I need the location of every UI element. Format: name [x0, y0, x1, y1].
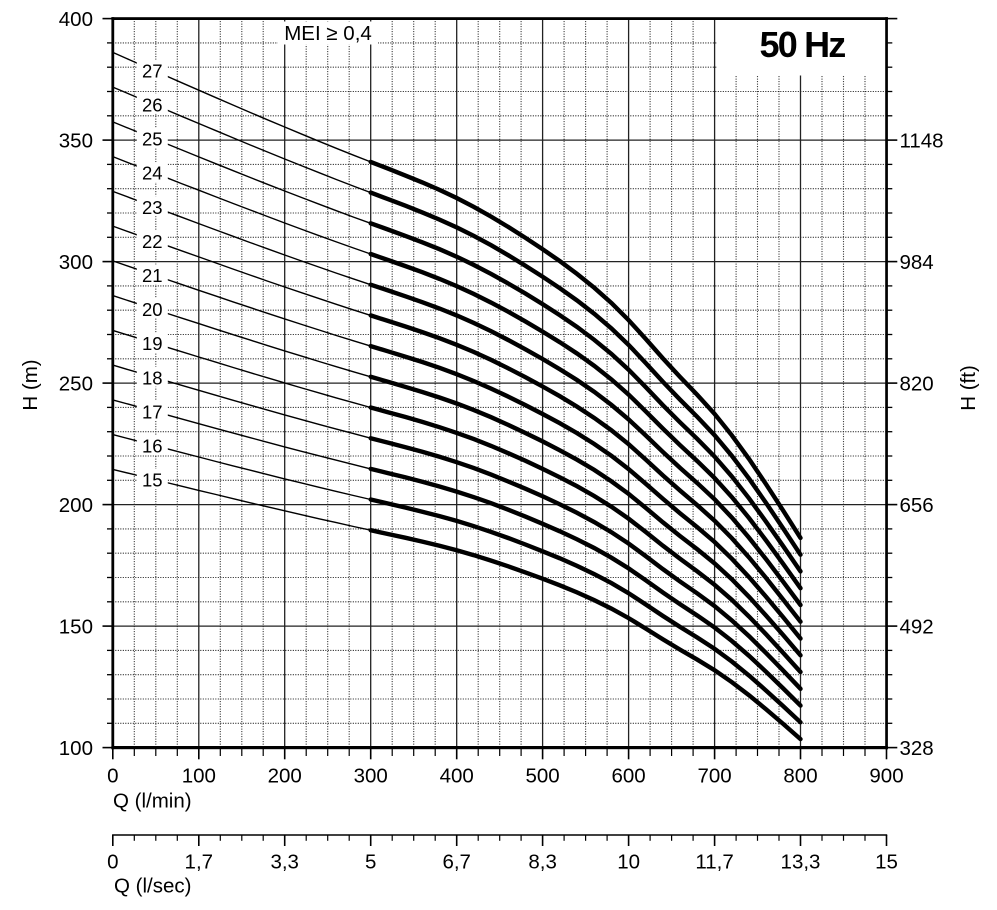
svg-text:15: 15 [142, 470, 163, 491]
svg-text:25: 25 [142, 129, 163, 150]
svg-text:984: 984 [900, 251, 934, 274]
svg-text:27: 27 [142, 60, 163, 81]
svg-text:900: 900 [869, 764, 903, 787]
svg-text:800: 800 [783, 764, 817, 787]
svg-text:16: 16 [142, 436, 163, 457]
svg-text:50 Hz: 50 Hz [759, 24, 845, 65]
svg-text:200: 200 [59, 494, 93, 517]
svg-text:820: 820 [900, 372, 934, 395]
svg-text:19: 19 [142, 333, 163, 354]
svg-text:500: 500 [525, 764, 559, 787]
svg-text:0: 0 [107, 764, 118, 787]
svg-text:Q (l/min): Q (l/min) [113, 790, 192, 813]
svg-text:H (ft): H (ft) [957, 365, 980, 411]
svg-text:24: 24 [142, 163, 163, 184]
svg-text:400: 400 [440, 764, 474, 787]
svg-text:23: 23 [142, 197, 163, 218]
svg-text:11,7: 11,7 [695, 850, 733, 873]
svg-text:18: 18 [142, 367, 163, 388]
svg-text:17: 17 [142, 401, 163, 422]
svg-text:100: 100 [59, 737, 93, 760]
svg-text:8,3: 8,3 [528, 850, 557, 873]
svg-text:26: 26 [142, 95, 163, 116]
svg-text:Q (l/sec): Q (l/sec) [114, 875, 191, 898]
svg-text:350: 350 [59, 129, 93, 152]
svg-text:1148: 1148 [900, 129, 944, 152]
svg-text:328: 328 [900, 737, 934, 760]
svg-text:300: 300 [354, 764, 388, 787]
svg-text:1,7: 1,7 [185, 850, 214, 873]
svg-text:10: 10 [617, 850, 640, 873]
svg-text:250: 250 [59, 372, 93, 395]
svg-text:21: 21 [142, 265, 163, 286]
svg-text:13,3: 13,3 [781, 850, 821, 873]
svg-text:5: 5 [365, 850, 376, 873]
svg-text:700: 700 [697, 764, 731, 787]
svg-text:22: 22 [142, 231, 163, 252]
svg-text:400: 400 [59, 8, 93, 31]
svg-text:MEI ≥ 0,4: MEI ≥ 0,4 [284, 22, 372, 45]
svg-text:0: 0 [107, 850, 118, 873]
svg-text:3,3: 3,3 [270, 850, 299, 873]
svg-text:150: 150 [59, 615, 93, 638]
svg-text:H (m): H (m) [19, 359, 42, 410]
svg-text:6,7: 6,7 [442, 850, 471, 873]
svg-text:20: 20 [142, 299, 163, 320]
svg-text:200: 200 [268, 764, 302, 787]
svg-text:492: 492 [900, 615, 934, 638]
svg-text:100: 100 [182, 764, 216, 787]
svg-text:300: 300 [59, 251, 93, 274]
svg-text:600: 600 [611, 764, 645, 787]
svg-text:656: 656 [900, 494, 934, 517]
svg-text:15: 15 [875, 850, 898, 873]
